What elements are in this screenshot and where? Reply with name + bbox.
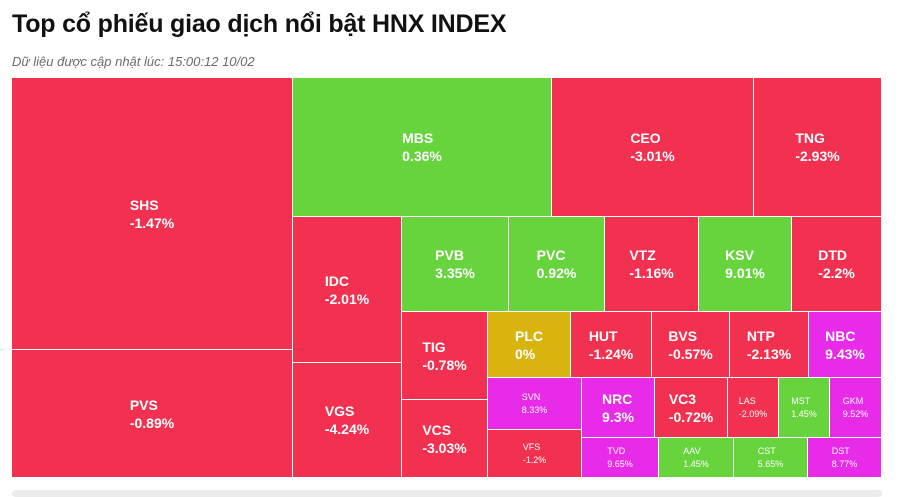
tile-symbol: PVC [536,247,566,263]
tile-idc[interactable]: IDC -2.01% [293,217,402,363]
tile-bvs[interactable]: BVS -0.57% [652,312,730,378]
tile-symbol: CEO [630,130,661,146]
tile-change: 8.77% [831,458,858,469]
tile-ntp[interactable]: NTP -2.13% [730,312,809,378]
tile-hut[interactable]: HUT -1.24% [571,312,652,378]
tile-plc[interactable]: PLC 0% [488,312,571,378]
tile-cst[interactable]: CST 5.65% [734,438,808,478]
tile-change: 9.65% [607,458,633,469]
tile-change: 5.65% [757,458,784,469]
tile-symbol: MBS [402,130,434,146]
tile-change: -0.78% [422,356,467,373]
tile-change: 0.92% [536,265,577,281]
tile-symbol: AAV [683,445,701,456]
scroll-strip [12,490,882,497]
tile-symbol: KSV [725,247,754,263]
stock-treemap: SHS -1.47% PVS -0.89% MBS 0.36% CEO -3.01% T… [12,78,882,478]
tile-symbol: NTP [746,327,775,344]
tile-change: -2.13% [746,345,792,362]
tile-change: -2.09% [738,408,768,419]
tile-dtd[interactable]: DTD -2.2% [792,217,882,312]
tile-symbol: PVS [129,396,158,413]
tile-change: -1.47% [129,214,175,231]
tile-symbol: VGS [324,403,355,419]
tile-ceo[interactable]: CEO -3.01% [552,78,754,217]
tile-symbol: VFS [522,441,541,452]
tile-symbol: VTZ [629,247,656,263]
tile-symbol: SHS [129,196,159,213]
tile-vfs[interactable]: VFS -1.2% [488,430,582,478]
tile-mst[interactable]: MST 1.45% [779,378,830,438]
tile-svn[interactable]: SVN 8.33% [488,378,582,430]
tile-change: -2.93% [795,148,840,164]
tile-symbol: DST [831,445,850,456]
tile-symbol: VC3 [668,390,697,407]
tile-symbol: BVS [668,327,698,344]
tile-tig[interactable]: TIG -0.78% [402,312,488,400]
tile-symbol: IDC [324,272,349,289]
tile-change: -0.89% [129,414,175,431]
tile-vgs[interactable]: VGS -4.24% [293,363,402,478]
tile-symbol: MST [791,395,811,406]
tile-nrc[interactable]: NRC 9.3% [582,378,655,438]
tile-symbol: TNG [795,130,825,146]
tile-symbol: TIG [422,338,446,355]
tile-change: -2.2% [818,265,855,281]
tile-change: -2.01% [324,290,370,307]
tile-change: 9.43% [825,345,865,362]
last-updated-text: Dữ liệu được cập nhật lúc: 15:00:12 10/0… [12,54,255,69]
tile-dst[interactable]: DST 8.77% [808,438,882,478]
tile-symbol: NBC [825,327,856,344]
tile-aav[interactable]: AAV 1.45% [659,438,734,478]
tile-change: 0.36% [402,148,442,164]
tile-change: 8.33% [521,404,548,415]
tile-pvb[interactable]: PVB 3.35% [402,217,509,312]
tile-change: 1.45% [683,458,709,469]
tile-symbol: LAS [738,395,756,406]
tile-symbol: PVB [435,247,464,263]
tile-change: -1.2% [522,454,547,465]
tile-symbol: SVN [521,391,541,402]
tile-vtz[interactable]: VTZ -1.16% [605,217,699,312]
tile-change: 1.45% [791,408,817,419]
tile-pvs[interactable]: PVS -0.89% [12,350,293,478]
tile-tvd[interactable]: TVD 9.65% [582,438,659,478]
tile-change: 9.52% [842,408,869,419]
tile-symbol: VCS [422,421,452,438]
tile-shs[interactable]: SHS -1.47% [12,78,293,350]
tile-ksv[interactable]: KSV 9.01% [699,217,792,312]
tile-symbol: HUT [588,327,618,344]
tile-symbol: PLC [515,327,543,344]
tile-change: 0% [515,345,536,362]
tile-change: -1.16% [629,265,674,281]
tile-las[interactable]: LAS -2.09% [728,378,779,438]
tile-nbc[interactable]: NBC 9.43% [809,312,882,378]
tile-change: -3.01% [630,148,675,164]
tile-change: -1.24% [588,345,634,362]
tile-change: -0.72% [668,408,714,425]
tile-vcs[interactable]: VCS -3.03% [402,400,488,478]
tile-symbol: GKM [842,395,864,406]
page-title: Top cổ phiếu giao dịch nổi bật HNX INDEX [12,10,507,38]
tile-mbs[interactable]: MBS 0.36% [293,78,552,217]
tile-pvc[interactable]: PVC 0.92% [509,217,605,312]
tile-change: 9.3% [602,408,634,425]
tile-change: -3.03% [422,439,467,456]
tile-change: -0.57% [668,345,713,362]
tile-gkm[interactable]: GKM 9.52% [830,378,882,438]
tile-symbol: NRC [602,390,633,407]
tile-symbol: DTD [818,247,847,263]
tile-change: 3.35% [435,265,475,281]
tile-symbol: TVD [607,445,626,456]
tile-change: 9.01% [725,265,765,281]
tile-change: -4.24% [324,421,370,437]
tile-symbol: CST [757,445,776,456]
tile-tng[interactable]: TNG -2.93% [754,78,882,217]
tile-vc3[interactable]: VC3 -0.72% [655,378,728,438]
